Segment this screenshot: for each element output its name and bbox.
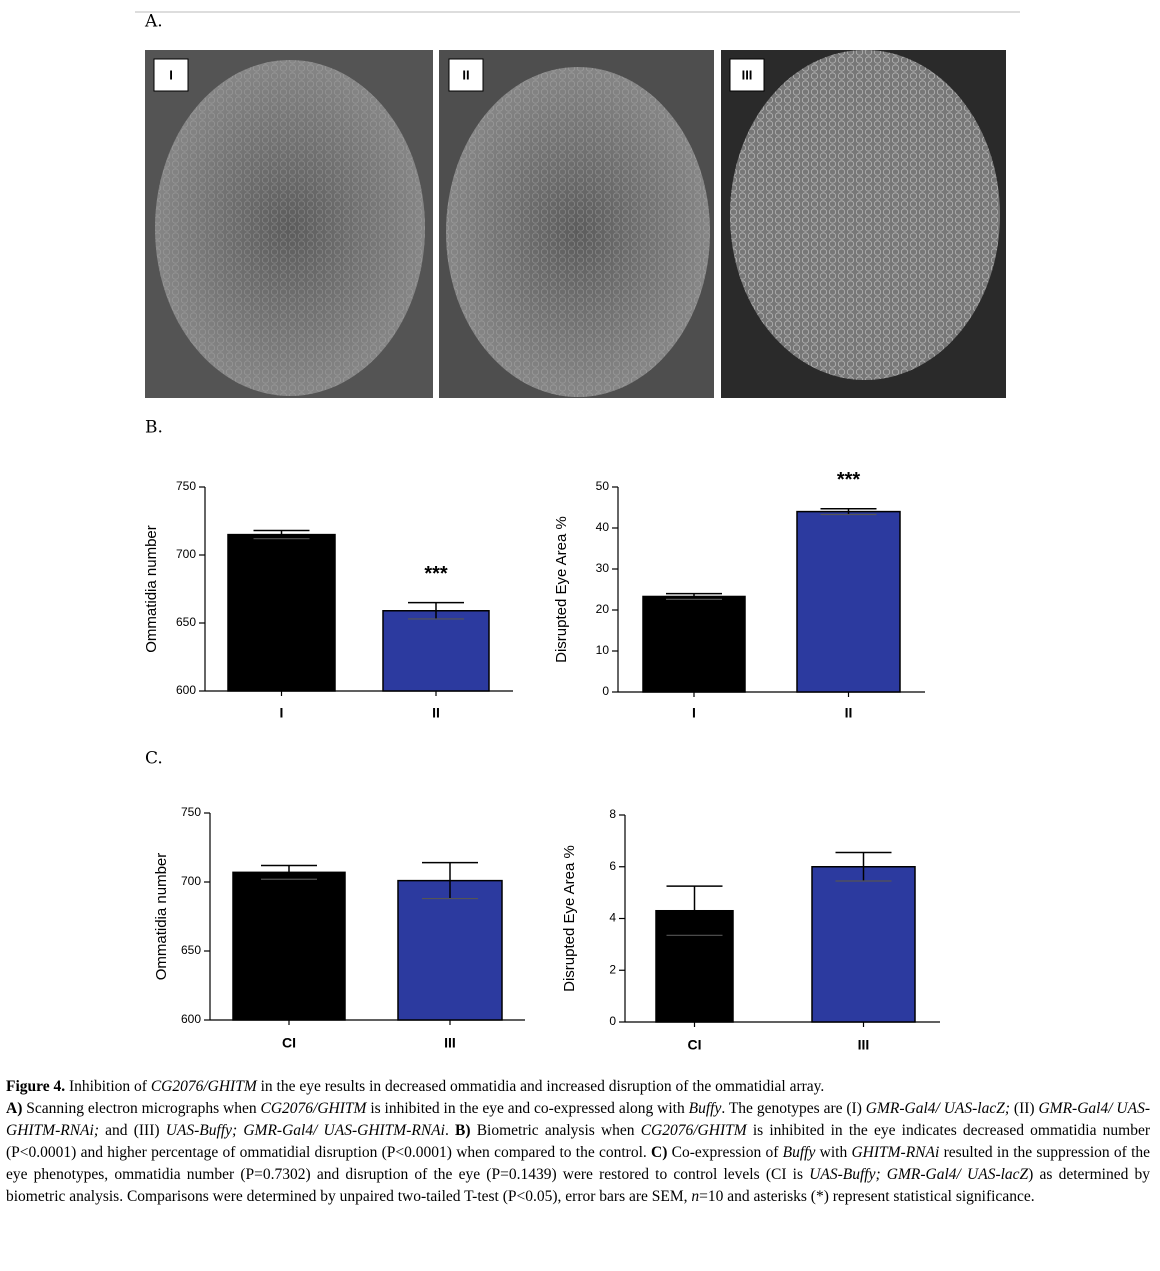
x-tick-label: I bbox=[692, 705, 696, 721]
y-tick-label: 30 bbox=[596, 561, 610, 575]
caption-run: Scanning electron micrographs when bbox=[22, 1100, 261, 1117]
x-tick-label: CI bbox=[282, 1035, 296, 1051]
bar bbox=[382, 610, 490, 692]
y-tick-label: 4 bbox=[609, 911, 616, 925]
y-tick-label: 700 bbox=[181, 874, 201, 888]
bar bbox=[811, 866, 916, 1023]
y-tick-label: 50 bbox=[596, 479, 610, 493]
micrograph-label: III bbox=[742, 67, 753, 82]
caption-run: with bbox=[815, 1144, 852, 1161]
bar-chart: 0 2 4 6 8 Disrupted Eye Area % CI III bbox=[561, 807, 940, 1053]
caption-run: . bbox=[444, 1122, 456, 1139]
caption-run: Buffy bbox=[688, 1100, 722, 1117]
caption-run: (II) bbox=[1010, 1100, 1039, 1117]
panel-label: B. bbox=[145, 418, 163, 438]
y-tick-label: 40 bbox=[596, 520, 610, 534]
y-tick-label: 8 bbox=[609, 807, 616, 821]
x-tick-label: II bbox=[432, 705, 440, 721]
panel-label: C. bbox=[145, 749, 163, 769]
x-tick-label: III bbox=[444, 1035, 456, 1051]
micrograph-label: I bbox=[169, 67, 173, 82]
bar bbox=[642, 595, 746, 693]
x-tick-label: I bbox=[280, 705, 284, 721]
caption-run: Figure 4. bbox=[6, 1078, 66, 1095]
panel-label: A. bbox=[144, 12, 163, 32]
caption-run: in the eye results in decreased ommatidi… bbox=[256, 1078, 825, 1095]
x-tick-label: II bbox=[845, 705, 853, 721]
y-tick-label: 0 bbox=[609, 1014, 616, 1028]
caption-run: A) bbox=[6, 1100, 23, 1117]
caption-run: CG2076/GHITM bbox=[260, 1100, 367, 1117]
figure: A. I II III B. C. 600650700750Ommatidia … bbox=[135, 11, 1020, 1053]
y-axis-title: Disrupted Eye Area % bbox=[561, 845, 578, 992]
bar-chart: 600 650 700 750 Ommatidia number CI III bbox=[153, 805, 525, 1051]
caption-run: is inhibited in the eye indicates decrea… bbox=[6, 1122, 1150, 1161]
y-tick-label: 650 bbox=[181, 943, 201, 957]
micrograph: III bbox=[721, 50, 1006, 398]
caption-run: CG2076/GHITM bbox=[150, 1078, 257, 1095]
caption-run: resulted in the suppression of the eye p… bbox=[6, 1144, 1151, 1183]
y-tick-label: 2 bbox=[609, 962, 616, 976]
caption-run: Buffy bbox=[782, 1144, 816, 1161]
significance-label: *** bbox=[424, 563, 448, 585]
caption-body: A) Scanning electron micrographs when CG… bbox=[6, 1098, 1150, 1208]
y-tick-label: 10 bbox=[596, 643, 610, 657]
caption-run: Co-expression of bbox=[667, 1144, 783, 1161]
micrograph: II bbox=[439, 50, 714, 398]
caption: Figure 4. Inhibition of CG2076/GHITM in … bbox=[6, 1076, 1150, 1208]
bar bbox=[232, 871, 346, 1021]
y-tick-label: 650 bbox=[176, 615, 196, 629]
caption-run: and (III) bbox=[99, 1122, 166, 1139]
bar bbox=[397, 879, 503, 1021]
y-axis-title: Ommatidia number bbox=[153, 853, 170, 981]
bar bbox=[796, 510, 901, 693]
caption-run: . The genotypes are (I) bbox=[721, 1100, 866, 1117]
significance-label: *** bbox=[837, 469, 861, 491]
micrograph: I bbox=[145, 50, 433, 398]
micrograph-label: II bbox=[462, 67, 469, 82]
y-tick-label: 750 bbox=[176, 479, 196, 493]
caption-run: B) bbox=[455, 1122, 471, 1139]
y-tick-label: 6 bbox=[609, 859, 616, 873]
y-tick-label: 750 bbox=[181, 805, 201, 819]
caption-run: C) bbox=[651, 1144, 668, 1161]
y-tick-label: 600 bbox=[181, 1012, 201, 1026]
caption-run: UAS-Buffy; GMR-Gal4/ UAS-GHITM-RNAi bbox=[165, 1122, 445, 1139]
caption-run: GHITM-RNAi bbox=[851, 1144, 940, 1161]
caption-run: GMR-Gal4/ UAS-GHITM-RNAi; bbox=[6, 1100, 1150, 1139]
caption-run: ) as determined by biometric analysis. C… bbox=[6, 1166, 1150, 1205]
x-tick-label: CI bbox=[688, 1037, 702, 1053]
y-axis-title: Disrupted Eye Area % bbox=[553, 516, 570, 663]
caption-run: UAS-Buffy; GMR-Gal4/ UAS-lacZ bbox=[809, 1166, 1029, 1183]
caption-run: Biometric analysis when bbox=[470, 1122, 641, 1139]
x-tick-label: III bbox=[858, 1037, 870, 1053]
caption-run: =10 and asterisks (*) represent statisti… bbox=[699, 1188, 1035, 1205]
caption-title: Figure 4. Inhibition of CG2076/GHITM in … bbox=[6, 1076, 1150, 1098]
y-tick-label: 700 bbox=[176, 547, 196, 561]
y-tick-label: 20 bbox=[596, 602, 610, 616]
caption-run: GMR-Gal4/ UAS-lacZ; bbox=[865, 1100, 1011, 1117]
caption-run: is inhibited in the eye and co-expressed… bbox=[366, 1100, 689, 1117]
y-tick-label: 0 bbox=[602, 684, 609, 698]
y-axis-title: Ommatidia number bbox=[143, 525, 160, 653]
bar bbox=[227, 533, 336, 692]
caption-run: CG2076/GHITM bbox=[640, 1122, 747, 1139]
caption-run: n bbox=[691, 1188, 700, 1205]
y-tick-label: 600 bbox=[176, 683, 196, 697]
caption-run: Inhibition of bbox=[65, 1078, 151, 1095]
